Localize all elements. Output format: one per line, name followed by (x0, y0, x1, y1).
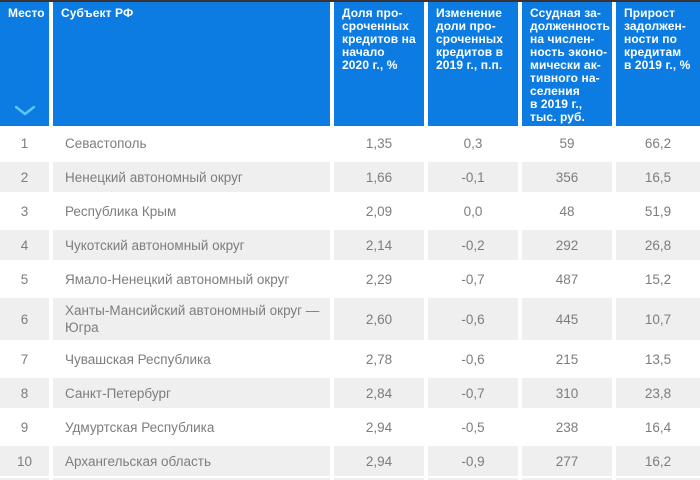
header-cell-share-change: Изменение доли про- сроченных кредитов в… (428, 0, 518, 126)
partial-cell (522, 478, 612, 480)
overdue-share-cell: 2,94 (365, 419, 393, 435)
rank-cell: 7 (20, 351, 29, 367)
rank-cell: 5 (20, 271, 29, 287)
rank-cell: 4 (0, 230, 49, 260)
share-change-cell: -0,6 (461, 351, 485, 367)
table-row: 3 Республика Крым 2,09 0,0 48 51,9 (0, 194, 700, 228)
table-row: 2 Ненецкий автономный округ 1,66 -0,1 35… (0, 160, 700, 194)
table-row: 6 Ханты-Мансийский автономный округ — Юг… (0, 296, 700, 342)
debt-per-capita-cell: 445 (522, 298, 612, 340)
header-cell-overdue-share: Доля про- сроченных кредитов на начало 2… (334, 0, 424, 126)
region-cell: Чукотский автономный округ (53, 230, 330, 260)
overdue-share-cell: 2,94 (334, 446, 424, 476)
share-change-cell: 0,3 (463, 135, 483, 151)
header-cell-rank[interactable]: Место (0, 0, 49, 126)
table-row: 9 Удмуртская Республика 2,94 -0,5 238 16… (0, 410, 700, 444)
table-header: Место Субъект РФ Доля про- сроченных кре… (0, 0, 700, 126)
table-body: 1 Севастополь 1,35 0,3 59 66,2 2 Ненецки… (0, 126, 700, 478)
header-label-overdue-share: Доля про- сроченных кредитов на начало 2… (342, 6, 416, 72)
rank-cell: 10 (0, 446, 49, 476)
header-label-rank: Место (8, 6, 45, 20)
region-cell: Удмуртская Республика (65, 419, 215, 435)
region-cell: Севастополь (65, 135, 147, 151)
debt-growth-cell: 51,9 (644, 203, 672, 219)
region-cell: Архангельская область (53, 446, 330, 476)
overdue-share-cell: 1,35 (365, 135, 393, 151)
share-change-cell: -0,7 (461, 271, 485, 287)
share-change-cell: -0,5 (461, 419, 485, 435)
debt-per-capita-cell: 310 (522, 378, 612, 408)
table-row: 10 Архангельская область 2,94 -0,9 277 1… (0, 444, 700, 478)
table-row: 7 Чувашская Республика 2,78 -0,6 215 13,… (0, 342, 700, 376)
overdue-share-cell: 2,84 (334, 378, 424, 408)
rank-cell: 1 (20, 135, 29, 151)
rank-cell: 2 (0, 162, 49, 192)
debt-per-capita-cell: 487 (555, 271, 579, 287)
debt-growth-cell: 10,7 (616, 298, 700, 340)
share-change-cell: -0,6 (428, 298, 518, 340)
debt-per-capita-cell: 292 (522, 230, 612, 260)
table-row: 5 Ямало-Ненецкий автономный округ 2,29 -… (0, 262, 700, 296)
debt-growth-cell: 16,5 (616, 162, 700, 192)
header-label-debt-per-capita: Ссудная за- долженность на числен- ность… (530, 6, 610, 124)
overdue-share-cell: 1,66 (334, 162, 424, 192)
partial-cell (0, 478, 49, 480)
header-cell-region: Субъект РФ (53, 0, 330, 126)
header-cell-debt-growth: Прирост задолжен- ности по кредитам в 20… (616, 0, 700, 126)
rank-cell: 6 (0, 298, 49, 340)
debt-growth-cell: 66,2 (644, 135, 672, 151)
share-change-cell: -0,2 (428, 230, 518, 260)
debt-growth-cell: 15,2 (644, 271, 672, 287)
table-row: 1 Севастополь 1,35 0,3 59 66,2 (0, 126, 700, 160)
share-change-cell: -0,1 (428, 162, 518, 192)
overdue-share-cell: 2,60 (334, 298, 424, 340)
partial-cell (616, 478, 700, 480)
region-cell: Чувашская Республика (65, 351, 211, 367)
debt-growth-cell: 16,4 (644, 419, 672, 435)
table-row: 4 Чукотский автономный округ 2,14 -0,2 2… (0, 228, 700, 262)
partial-cell (334, 478, 424, 480)
top-border (0, 0, 700, 2)
table-row: 8 Санкт-Петербург 2,84 -0,7 310 23,8 (0, 376, 700, 410)
region-cell: Республика Крым (65, 203, 177, 219)
header-cell-debt-per-capita: Ссудная за- долженность на числен- ность… (522, 0, 612, 126)
region-cell: Ханты-Мансийский автономный округ — Юг­р… (53, 298, 330, 340)
partial-cell (53, 478, 330, 480)
debt-per-capita-cell: 215 (555, 351, 579, 367)
region-cell: Ямало-Ненецкий автономный округ (65, 271, 290, 287)
debt-per-capita-cell: 59 (559, 135, 575, 151)
debt-per-capita-cell: 238 (555, 419, 579, 435)
rank-cell: 9 (20, 419, 29, 435)
debt-growth-cell: 16,2 (616, 446, 700, 476)
partial-cell (428, 478, 518, 480)
rank-cell: 8 (0, 378, 49, 408)
debt-per-capita-cell: 277 (522, 446, 612, 476)
header-label-region: Субъект РФ (61, 6, 134, 20)
share-change-cell: 0,0 (463, 203, 483, 219)
debt-growth-cell: 13,5 (644, 351, 672, 367)
overdue-share-cell: 2,29 (365, 271, 393, 287)
region-cell: Санкт-Петербург (53, 378, 330, 408)
overdue-share-cell: 2,14 (334, 230, 424, 260)
header-label-debt-growth: Прирост задолжен- ности по кредитам в 20… (624, 6, 691, 72)
overdue-share-cell: 2,78 (365, 351, 393, 367)
chevron-down-icon[interactable] (14, 105, 36, 116)
share-change-cell: -0,9 (428, 446, 518, 476)
share-change-cell: -0,7 (428, 378, 518, 408)
debt-growth-cell: 23,8 (616, 378, 700, 408)
debt-per-capita-cell: 356 (522, 162, 612, 192)
region-cell: Ненецкий автономный округ (53, 162, 330, 192)
overdue-share-cell: 2,09 (365, 203, 393, 219)
next-row-partial (0, 478, 700, 480)
header-label-share-change: Изменение доли про- сроченных кредитов в… (436, 6, 504, 72)
rank-cell: 3 (20, 203, 29, 219)
debt-growth-cell: 26,8 (616, 230, 700, 260)
debt-per-capita-cell: 48 (559, 203, 575, 219)
